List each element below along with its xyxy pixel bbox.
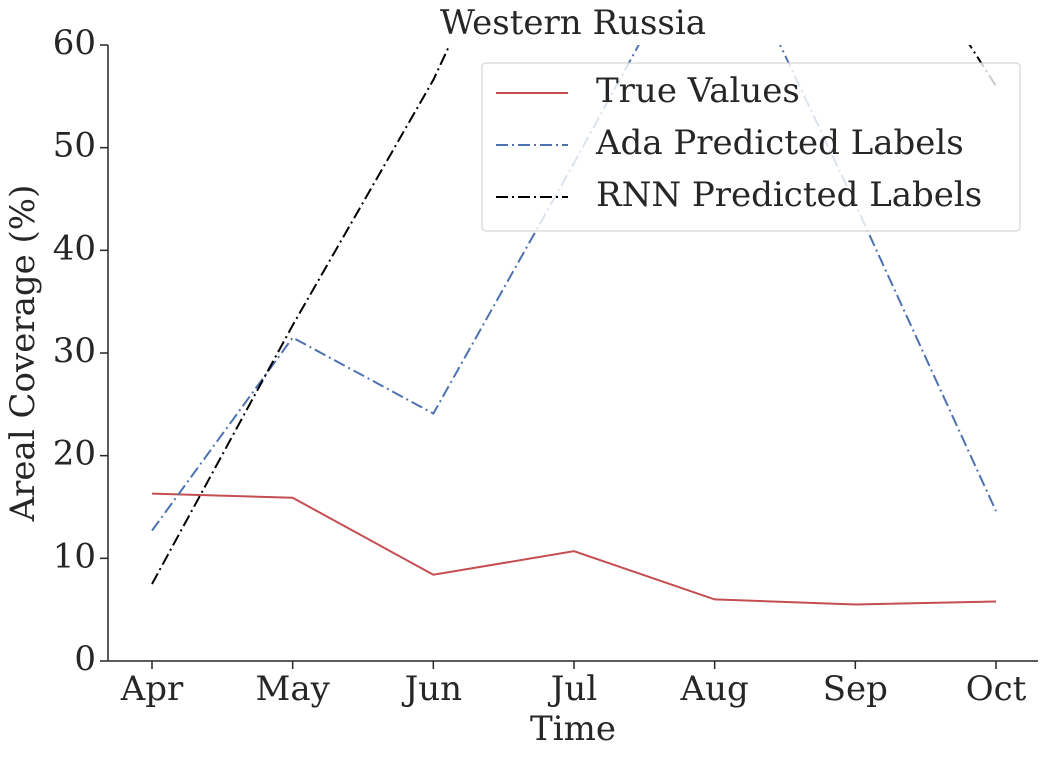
x-tick-label: Jun	[402, 669, 462, 709]
data-line	[151, 492, 997, 606]
x-tick-label: Oct	[966, 669, 1027, 709]
y-tick-label: 20	[53, 434, 96, 474]
y-tick-label: 50	[53, 126, 96, 166]
y-axis-label: Areal Coverage (%)	[3, 185, 43, 523]
y-tick-label: 40	[53, 228, 96, 268]
data-line	[151, 45, 997, 585]
y-tick-label: 30	[53, 331, 96, 371]
y-tick-label: 0	[74, 639, 96, 679]
legend-label: RNN Predicted Labels	[596, 175, 982, 215]
x-tick-label: Apr	[120, 669, 184, 709]
legend-box	[481, 62, 1021, 232]
x-tick-label: Aug	[680, 669, 749, 709]
x-tick-label: May	[256, 669, 331, 709]
chart-title: Western Russia	[440, 3, 706, 43]
legend-label: True Values	[596, 71, 800, 111]
y-tick-label: 60	[53, 23, 96, 63]
x-tick-label: Sep	[823, 669, 888, 709]
y-tick-label: 10	[53, 536, 96, 576]
x-tick-label: Jul	[548, 669, 597, 709]
x-axis-label: Time	[530, 709, 616, 749]
legend-label: Ada Predicted Labels	[595, 123, 964, 163]
